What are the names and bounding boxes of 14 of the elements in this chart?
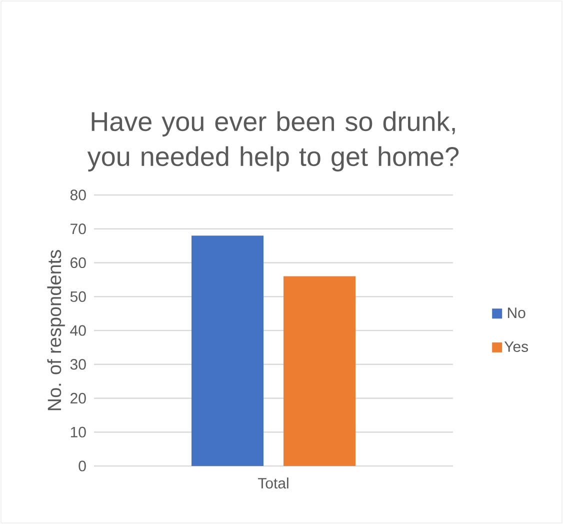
y-tick-label: 60 — [70, 257, 86, 268]
y-tick-label: 40 — [70, 325, 86, 336]
x-tick-label: Total — [258, 478, 288, 489]
legend-label: Yes — [504, 341, 528, 352]
chart-title: Have you ever been so drunk, you needed help to get home? — [87, 111, 459, 172]
y-tick-label: 10 — [70, 426, 86, 438]
y-tick-label: 20 — [70, 392, 86, 404]
legend-label: No — [508, 308, 526, 318]
y-axis-title: No. of respondents — [47, 250, 65, 410]
y-tick-label: 30 — [70, 359, 86, 370]
y-tick-label: 80 — [70, 190, 86, 200]
y-tick-label: 50 — [70, 291, 86, 302]
y-tick-label: 70 — [70, 224, 86, 234]
y-tick-label: 0 — [78, 460, 86, 472]
